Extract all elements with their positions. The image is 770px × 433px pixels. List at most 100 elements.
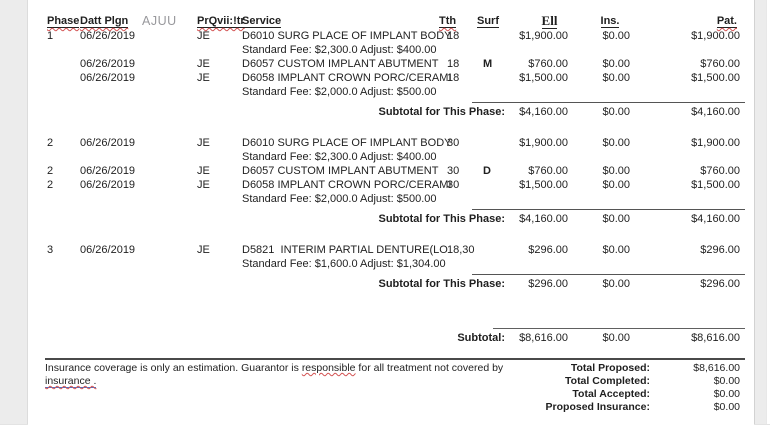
cell-service: D6058 IMPLANT CROWN PORC/CERAMI	[242, 179, 452, 191]
col-header-date-plan: Datt Plgn	[80, 15, 129, 28]
procedure-row[interactable]: 06/26/2019 JE D6058 IMPLANT CROWN PORC/CER…	[45, 71, 745, 85]
grand-subtotal-section: Subtotal: $8,616.00 $0.00 $8,616.00	[45, 328, 754, 345]
cell-surface: M	[483, 58, 493, 70]
cell-provider: JE	[197, 30, 210, 42]
procedure-row[interactable]: 1 06/26/2019 JE D6010 SURG PLACE OF IMPLANT…	[45, 29, 745, 43]
cell-phase: 2	[47, 137, 54, 149]
total-proposed-value: $8,616.00	[693, 362, 740, 374]
total-accepted-label: Total Accepted:	[572, 388, 650, 400]
cell-fee: $1,500.00	[519, 72, 568, 84]
col-header-patient: Pat.	[716, 15, 737, 28]
footer-divider	[45, 358, 745, 360]
phase-subtotal-row: Subtotal for This Phase: $296.00 $0.00 $296…	[45, 277, 745, 291]
standard-fee-note: Standard Fee: $2,300.0 Adjust: $400.00	[242, 44, 437, 56]
cell-extra	[142, 178, 192, 192]
proposed-insurance-label: Proposed Insurance:	[545, 401, 650, 413]
phase-subtotal-insurance: $0.00	[602, 106, 630, 118]
phase-subtotal-rule	[472, 209, 745, 210]
procedure-row[interactable]: 2 06/26/2019 JE D6010 SURG PLACE OF IMPLANT…	[45, 136, 745, 150]
grand-subtotal-row: Subtotal: $8,616.00 $0.00 $8,616.00	[45, 331, 745, 345]
disclaimer-text-2: for all treatment not covered by	[355, 362, 504, 374]
cell-tooth: 30	[447, 137, 460, 149]
cell-extra	[142, 136, 192, 150]
grand-subtotal-patient: $8,616.00	[691, 332, 740, 344]
cell-insurance: $0.00	[602, 244, 630, 256]
cell-fee: $296.00	[528, 244, 568, 256]
misspelled-word: responsible	[301, 362, 356, 374]
cell-fee: $760.00	[528, 58, 568, 70]
table-header-row: Phase Datt Plgn AJUU PrQvii:!tr Service …	[45, 13, 745, 29]
standard-fee-note: Standard Fee: $1,600.0 Adjust: $1,304.00	[242, 258, 446, 270]
cell-surface	[475, 71, 505, 85]
col-header-provider: PrQvii:!tr	[197, 15, 245, 28]
scrollbar-track[interactable]	[754, 0, 767, 424]
phase-subtotal-label: Subtotal for This Phase:	[378, 213, 505, 225]
cell-provider: JE	[197, 58, 210, 70]
cell-fee: $1,500.00	[519, 179, 568, 191]
cell-extra	[142, 57, 192, 71]
grand-subtotal-fee: $8,616.00	[519, 332, 568, 344]
cell-fee: $1,900.00	[519, 137, 568, 149]
total-completed-value: $0.00	[713, 375, 740, 387]
phase-subtotal-patient: $296.00	[700, 278, 740, 290]
cell-tooth: 18,30	[447, 244, 475, 256]
cell-service: D5821 INTERIM PARTIAL DENTURE(LO	[242, 244, 448, 256]
total-accepted-value: $0.00	[713, 388, 740, 400]
cell-tooth: 18	[447, 58, 460, 70]
col-header-phase: Phase	[47, 15, 80, 28]
phase-subtotal-rule	[472, 274, 745, 275]
phase-gap	[45, 226, 754, 243]
insurance-link[interactable]: insurance .	[45, 375, 97, 388]
cell-fee: $760.00	[528, 165, 568, 177]
cell-tooth: 18	[447, 30, 460, 42]
cell-service: D6057 CUSTOM IMPLANT ABUTMENT	[242, 58, 439, 70]
total-proposed-row: Total Proposed: $8,616.00	[519, 362, 740, 375]
cell-provider: JE	[197, 179, 210, 191]
cell-date-planned: 06/26/2019	[80, 137, 136, 149]
phase-subtotal-rule	[472, 102, 745, 103]
col-header-fee: Ell	[541, 13, 558, 29]
cell-tooth: 18	[447, 72, 460, 84]
footer: Insurance coverage is only an estimation…	[45, 358, 745, 414]
cell-insurance: $0.00	[602, 72, 630, 84]
procedure-row[interactable]: 2 06/26/2019 JE D6057 CUSTOM IMPLANT ABUTME…	[45, 164, 745, 178]
cell-patient: $760.00	[700, 165, 740, 177]
grand-subtotal-rule	[493, 328, 745, 329]
cell-phase: 3	[47, 244, 54, 256]
total-proposed-label: Total Proposed:	[570, 362, 650, 374]
cell-extra	[142, 243, 192, 257]
cell-tooth: 30	[447, 179, 460, 191]
cell-insurance: $0.00	[602, 58, 630, 70]
procedure-row[interactable]: 06/26/2019 JE D6057 CUSTOM IMPLANT ABUTMEN…	[45, 57, 745, 71]
cell-service: D6010 SURG PLACE OF IMPLANT BODY	[242, 30, 452, 42]
cell-surface	[475, 136, 505, 150]
cell-date-planned: 06/26/2019	[80, 58, 136, 70]
phase-subtotal-patient: $4,160.00	[691, 213, 740, 225]
cell-provider: JE	[197, 165, 210, 177]
col-header-extra: AJUU	[142, 14, 177, 28]
cell-fee: $1,900.00	[519, 30, 568, 42]
treatment-plan-page: Phase Datt Plgn AJUU PrQvii:!tr Service …	[28, 0, 754, 425]
cell-provider: JE	[197, 72, 210, 84]
cell-insurance: $0.00	[602, 179, 630, 191]
cell-service: D6010 SURG PLACE OF IMPLANT BODY	[242, 137, 452, 149]
cell-surface	[475, 178, 505, 192]
total-completed-row: Total Completed: $0.00	[519, 375, 740, 388]
cell-extra	[142, 164, 192, 178]
phase-gap	[45, 291, 754, 308]
phase-subtotal-fee: $4,160.00	[519, 106, 568, 118]
phase-subtotal-label: Subtotal for This Phase:	[378, 106, 505, 118]
cell-service: D6057 CUSTOM IMPLANT ABUTMENT	[242, 165, 439, 177]
grand-subtotal-insurance: $0.00	[602, 332, 630, 344]
procedure-row[interactable]: 3 06/26/2019 JE D5821 INTERIM PARTIAL DENTU…	[45, 243, 745, 257]
phase-subtotal-insurance: $0.00	[602, 213, 630, 225]
totals-block: Total Proposed: $8,616.00 Total Complete…	[519, 362, 745, 414]
col-header-tooth: Tth	[439, 15, 457, 28]
phase-subtotal-fee: $296.00	[528, 278, 568, 290]
cell-date-planned: 06/26/2019	[80, 244, 136, 256]
insurance-disclaimer: Insurance coverage is only an estimation…	[45, 362, 517, 414]
phase-subtotal-insurance: $0.00	[602, 278, 630, 290]
cell-insurance: $0.00	[602, 30, 630, 42]
procedure-row[interactable]: 2 06/26/2019 JE D6058 IMPLANT CROWN PORC/CE…	[45, 178, 745, 192]
